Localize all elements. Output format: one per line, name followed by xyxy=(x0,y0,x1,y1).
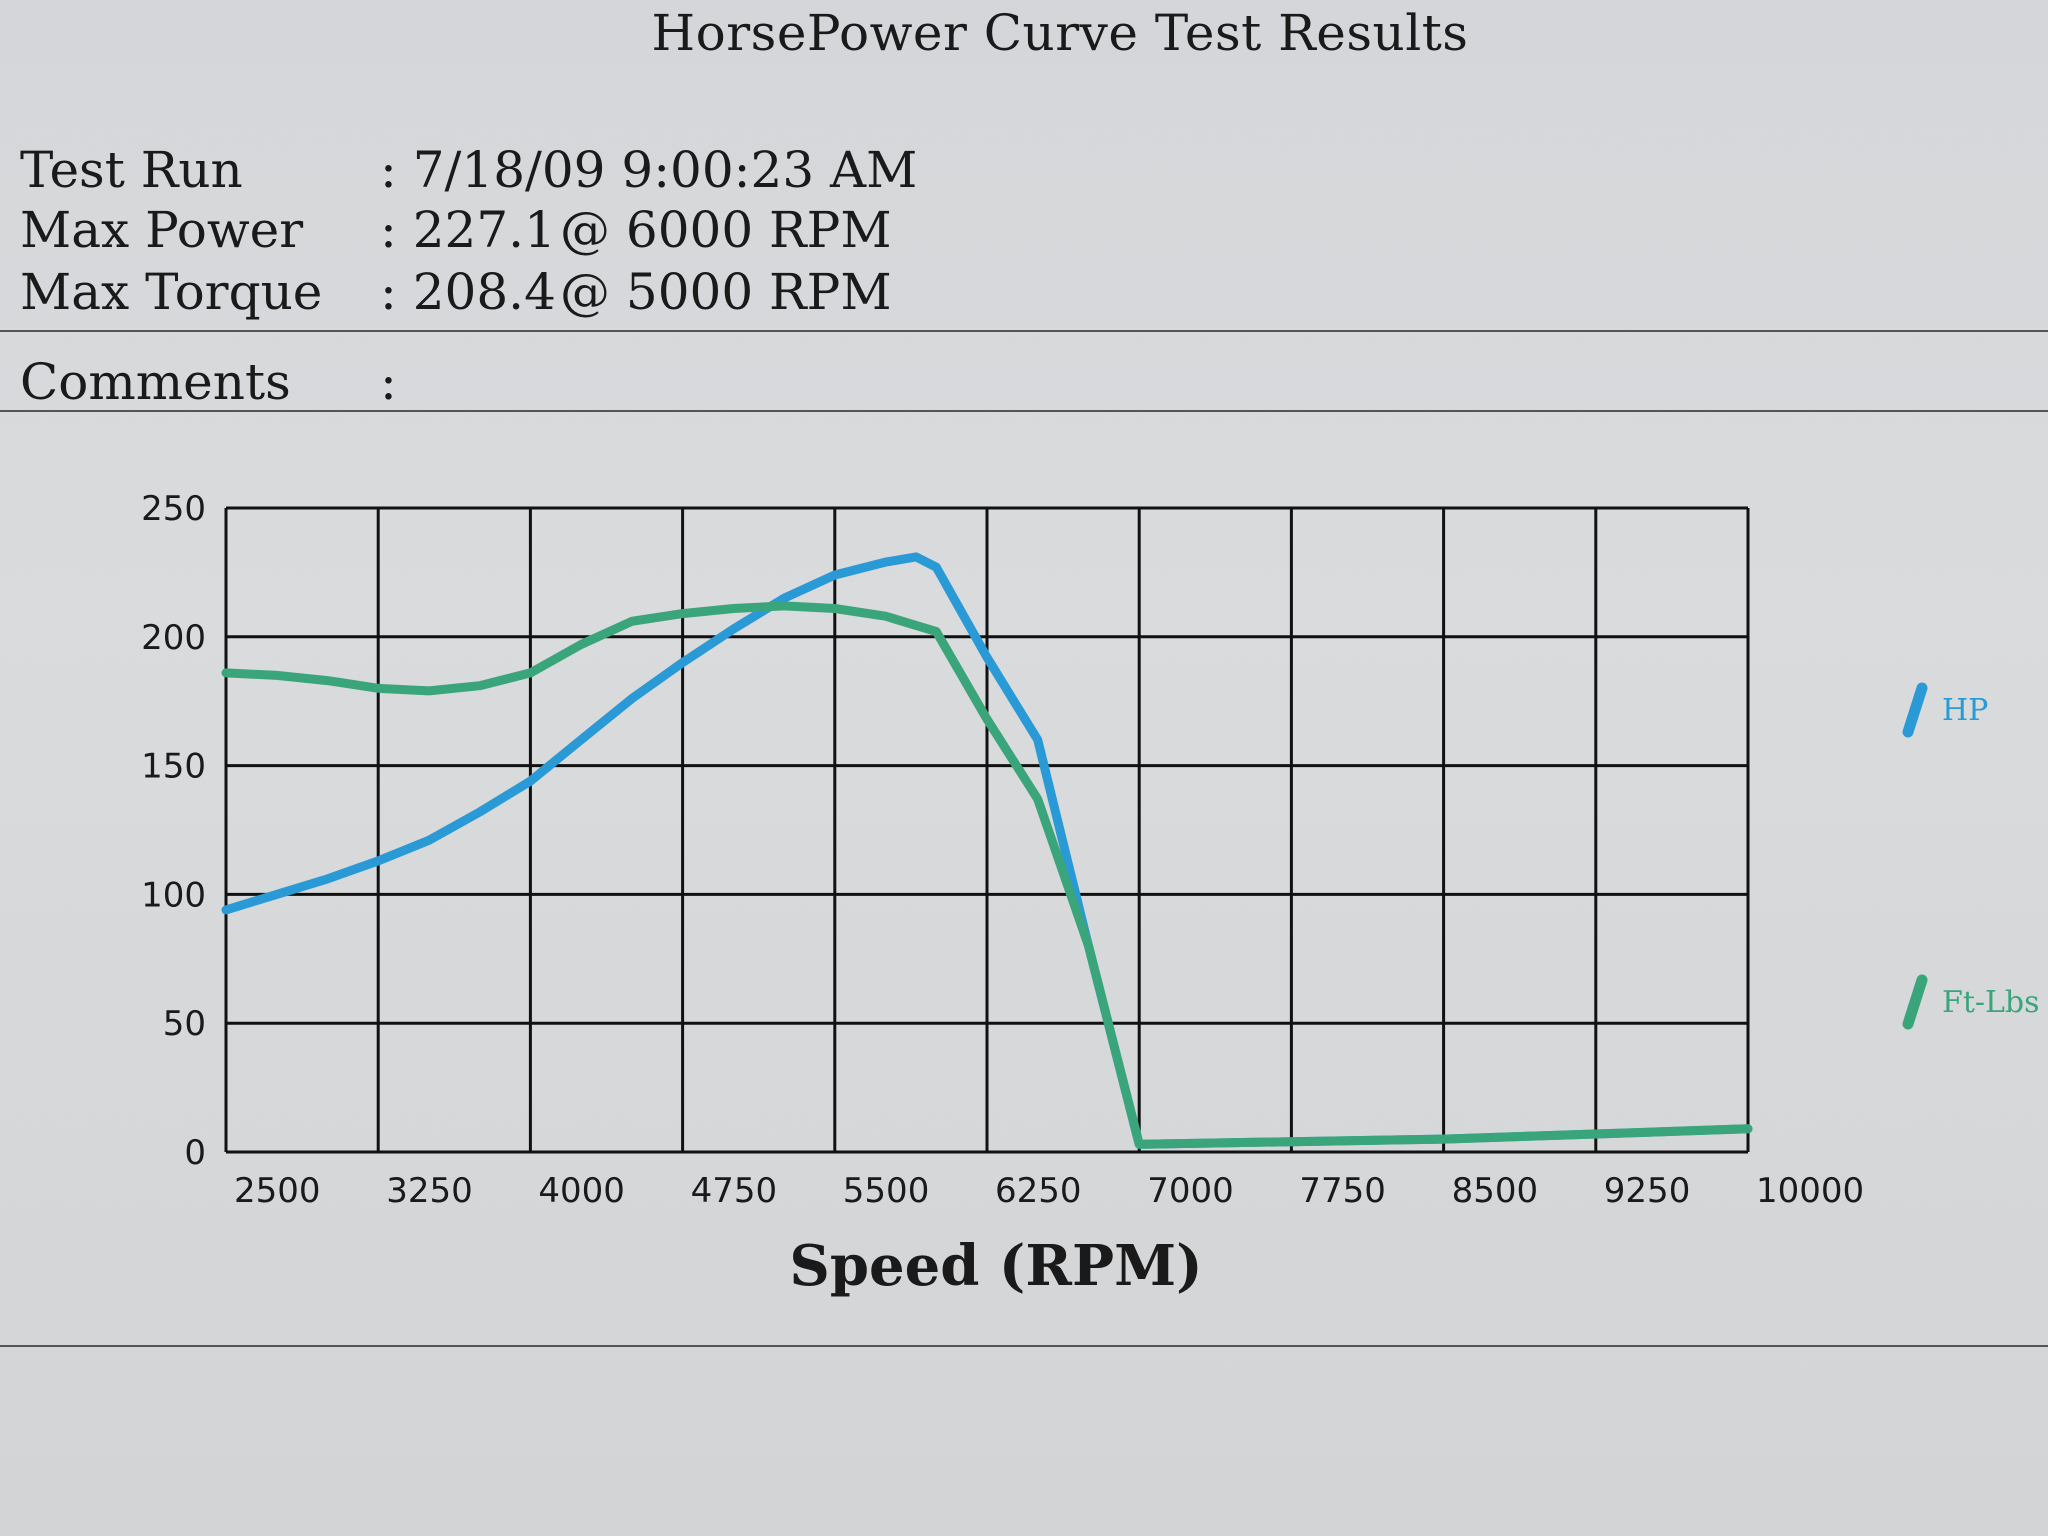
y-tick-label: 50 xyxy=(163,1004,206,1044)
test-run-label: Test Run xyxy=(20,141,243,199)
y-tick-label: 250 xyxy=(141,489,206,529)
x-tick-labels: 2500 3250 4000 4750 5500 6250 7000 7750 8500 9250… xyxy=(234,1171,1864,1211)
legend-label: HP xyxy=(1942,693,1988,728)
divider-line xyxy=(0,1345,2048,1347)
chart-grid xyxy=(224,506,1750,1154)
x-tick-label: 8500 xyxy=(1452,1171,1539,1211)
comments-value: : xyxy=(380,353,397,411)
comments-label: Comments xyxy=(20,353,291,411)
max-power-row: Max Power : 227.1@ 6000 RPM xyxy=(20,200,892,260)
x-tick-label: 7750 xyxy=(1299,1171,1386,1211)
max-torque-row: Max Torque : 208.4@ 5000 RPM xyxy=(20,262,892,322)
x-tick-label: 5500 xyxy=(843,1171,930,1211)
legend-swatch xyxy=(1902,974,1928,1030)
y-tick-label: 150 xyxy=(141,747,206,787)
x-tick-label: 4000 xyxy=(538,1171,625,1211)
x-tick-label: 10000 xyxy=(1756,1171,1864,1211)
x-tick-label: 3250 xyxy=(386,1171,473,1211)
max-power-value: : 227.1 xyxy=(380,201,556,259)
max-power-label: Max Power xyxy=(20,201,304,259)
y-tick-label: 200 xyxy=(141,618,206,658)
series-line-ft-lbs xyxy=(221,601,1753,1149)
test-run-row: Test Run : 7/18/09 9:00:23 AM xyxy=(20,140,917,200)
x-axis-label: Speed (RPM) xyxy=(789,1233,1202,1299)
x-tick-label: 4750 xyxy=(691,1171,778,1211)
max-torque-value: : 208.4 xyxy=(380,263,556,321)
x-tick-label: 2500 xyxy=(234,1171,321,1211)
comments-row: Comments: xyxy=(20,352,397,412)
max-power-rpm: @ 6000 RPM xyxy=(560,201,892,259)
legend-swatch xyxy=(1902,682,1928,738)
y-tick-labels: 0 50 100 150 200 250 xyxy=(141,489,206,1173)
x-tick-label: 9250 xyxy=(1604,1171,1691,1211)
chart-legend: HP Ft-Lbs xyxy=(1902,682,2040,1030)
test-run-value: : 7/18/09 9:00:23 AM xyxy=(380,141,918,199)
divider-line xyxy=(0,330,2048,332)
legend-label: Ft-Lbs xyxy=(1942,985,2040,1020)
max-torque-rpm: @ 5000 RPM xyxy=(560,263,892,321)
series-lines xyxy=(221,552,1753,1149)
max-torque-label: Max Torque xyxy=(20,263,323,321)
y-tick-label: 0 xyxy=(184,1133,206,1173)
report-title: HorsePower Curve Test Results xyxy=(651,4,1469,62)
divider-line xyxy=(0,410,2048,412)
x-tick-label: 7000 xyxy=(1147,1171,1234,1211)
x-tick-label: 6250 xyxy=(995,1171,1082,1211)
y-tick-label: 100 xyxy=(141,875,206,915)
